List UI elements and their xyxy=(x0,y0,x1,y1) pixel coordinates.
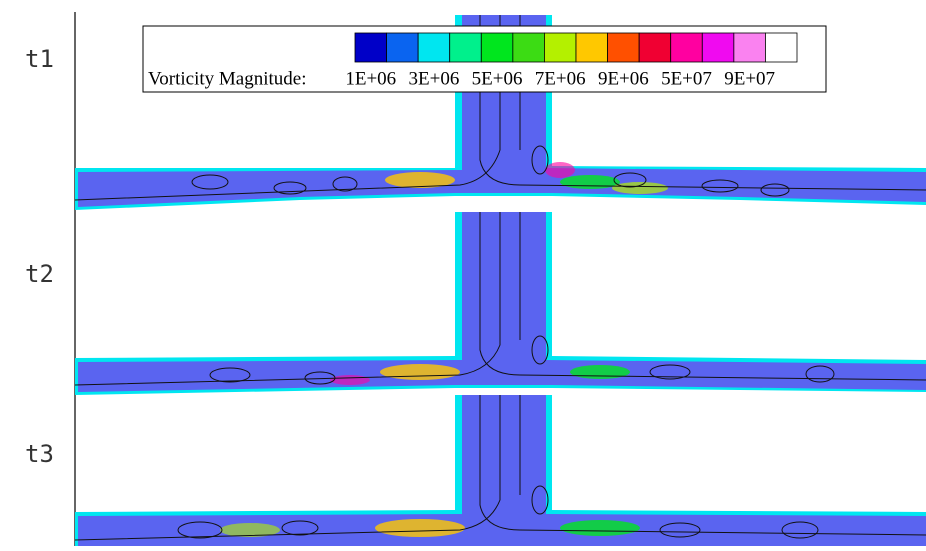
legend-label: 1E+06 xyxy=(345,68,396,89)
legend-swatch xyxy=(387,33,419,62)
legend-title: Vorticity Magnitude: xyxy=(148,68,307,89)
legend-swatch xyxy=(418,33,450,62)
panel-label: t1 xyxy=(25,45,54,73)
legend-label: 9E+06 xyxy=(598,68,649,89)
legend-swatch xyxy=(576,33,608,62)
legend-label: 3E+06 xyxy=(409,68,460,89)
legend-swatch xyxy=(702,33,734,62)
legend-swatch xyxy=(671,33,703,62)
legend-swatch xyxy=(450,33,482,62)
legend-swatch xyxy=(734,33,766,62)
legend-swatch xyxy=(765,33,797,62)
figure: t1 t2 t3 Vorticity Magnitude: 1E+06 3E+06 5E… xyxy=(0,0,926,546)
legend-swatch xyxy=(544,33,576,62)
legend-swatch xyxy=(639,33,671,62)
legend-swatch xyxy=(355,33,387,62)
flow-field xyxy=(75,15,926,546)
legend-label: 7E+06 xyxy=(535,68,586,89)
panel-label: t2 xyxy=(25,260,54,288)
legend-swatch xyxy=(513,33,545,62)
legend-swatch xyxy=(608,33,640,62)
legend-label: 9E+07 xyxy=(724,68,775,89)
legend-swatch xyxy=(481,33,513,62)
legend-label: 5E+07 xyxy=(661,68,712,89)
panel-label: t3 xyxy=(25,440,54,468)
legend-label: 5E+06 xyxy=(472,68,523,89)
